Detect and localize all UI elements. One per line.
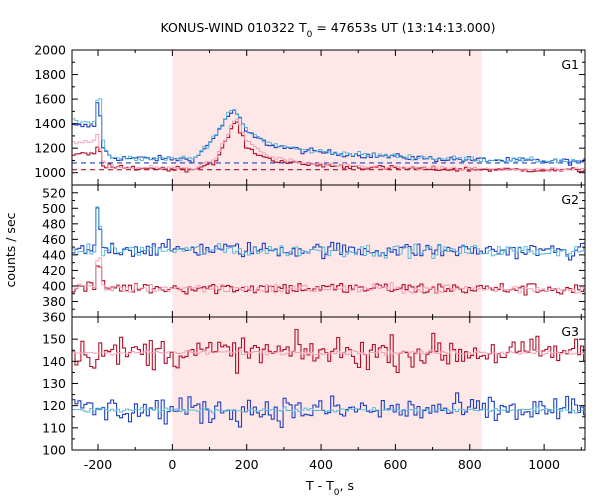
series-g3-blue: [72, 392, 585, 428]
panel-label-g3: G3: [561, 324, 579, 339]
x-tick-label: 600: [383, 457, 407, 472]
series-g1-cyan: [72, 98, 585, 163]
x-tick-labels: -200 0 200 400 600 800 1000: [84, 457, 560, 472]
series-g2-cyan: [72, 206, 585, 259]
y-tick-label: 130: [42, 376, 66, 391]
x-tick-label: 200: [235, 457, 259, 472]
y-tick-label: 1800: [34, 67, 66, 82]
series-g1-pink: [72, 118, 585, 172]
y-tick-label: 1600: [34, 92, 66, 107]
x-axis-label: T - T0, s: [305, 478, 354, 498]
chart-title: KONUS-WIND 010322 T0 = 47653s UT (13:14:…: [160, 20, 495, 40]
y-axis-label: counts / sec: [3, 212, 18, 287]
y-tick-label: 460: [42, 232, 66, 247]
y-tick-label: 400: [42, 278, 66, 293]
x-tick-label: -200: [84, 457, 112, 472]
chart-title-subscript: 0: [307, 30, 313, 40]
y-tick-label: 1000: [34, 165, 66, 180]
y-tick-label: 110: [42, 420, 66, 435]
panels: 100012001400160018002000G136038040042044…: [34, 43, 586, 472]
x-axis-label-subscript: 0: [334, 488, 340, 498]
y-tick-label: 420: [42, 263, 66, 278]
panel-label-g1: G1: [561, 57, 579, 72]
series-g2-pink: [72, 257, 585, 294]
chart-title-main: KONUS-WIND 010322 T: [160, 20, 306, 35]
series-g3-cyan: [72, 406, 585, 414]
highlight-interval: [172, 317, 482, 450]
y-tick-label: 480: [42, 216, 66, 231]
panel-label-g2: G2: [561, 192, 579, 207]
panel-g3: 100 110 120 130 140 150 G3: [42, 316, 586, 458]
series-g3-pink: [72, 349, 585, 356]
y-tick-label: 440: [42, 247, 66, 262]
y-tick-label: 140: [42, 354, 66, 369]
y-tick-label: 500: [42, 201, 66, 216]
x-tick-label: 800: [458, 457, 482, 472]
y-tick-label: 1200: [34, 141, 66, 156]
series-g2-red: [72, 265, 585, 296]
y-tick-label: 1400: [34, 116, 66, 131]
y-tick-label: 150: [42, 332, 66, 347]
series-g3-red: [72, 328, 585, 374]
y-tick-label: 360: [42, 310, 66, 325]
y-tick-label: 2000: [34, 43, 66, 58]
y-tick-label: 100: [42, 443, 66, 458]
x-tick-label: 1000: [528, 457, 560, 472]
y-tick-label: 120: [42, 398, 66, 413]
x-axis-label-rest: , s: [340, 478, 354, 493]
x-tick-label: 0: [168, 457, 176, 472]
x-axis-label-main: T - T: [305, 478, 334, 493]
y-tick-label: 380: [42, 294, 66, 309]
panel-g1: 1000 1200 1400 1600 1800 2000 G1: [34, 43, 586, 186]
chart-title-rest: = 47653s UT (13:14:13.000): [312, 20, 495, 35]
y-tick-label: 520: [42, 185, 66, 200]
x-tick-label: 400: [309, 457, 333, 472]
